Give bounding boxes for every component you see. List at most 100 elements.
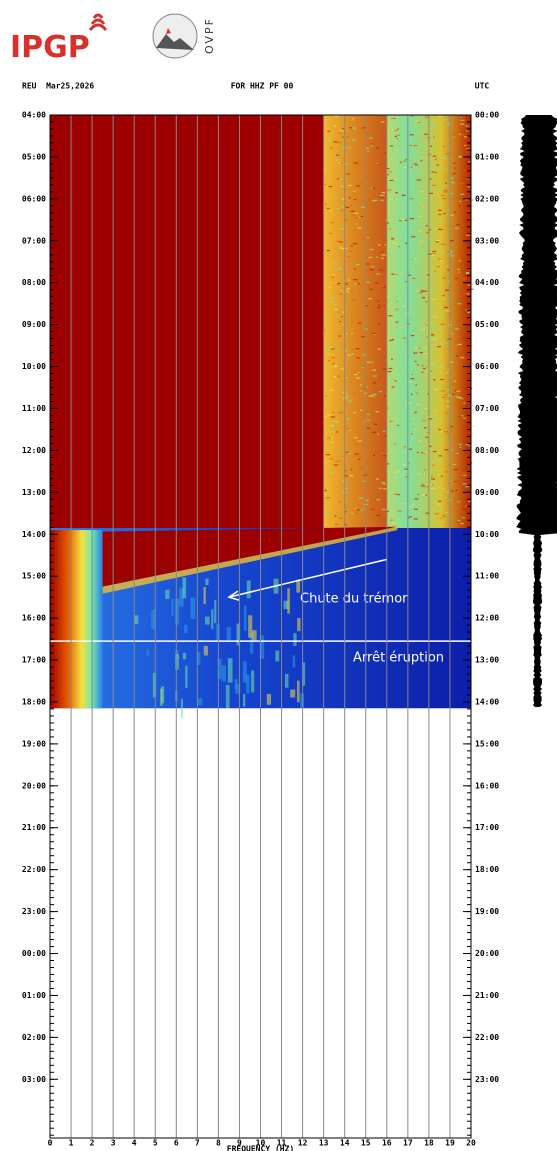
speckle: [182, 577, 187, 599]
speckle: [421, 205, 425, 208]
speckle: [459, 397, 464, 400]
speckle: [462, 508, 467, 510]
speckle: [442, 188, 445, 190]
speckle: [340, 368, 343, 370]
speckle: [435, 172, 437, 174]
speckle: [392, 447, 397, 449]
speckle: [373, 189, 377, 191]
speckle: [435, 345, 438, 347]
speckle: [425, 494, 428, 496]
speckle: [287, 588, 290, 614]
y-tick-label: 22:00: [22, 865, 46, 874]
speckle: [440, 499, 443, 501]
speckle: [437, 228, 442, 230]
annotation: Arrêt éruption: [353, 650, 444, 665]
speckle: [408, 516, 412, 518]
speckle: [440, 250, 445, 252]
speckle: [428, 448, 432, 450]
speckle: [352, 139, 356, 141]
speckle: [396, 165, 399, 167]
speckle: [339, 321, 341, 323]
speckle: [468, 259, 471, 261]
speckle: [436, 164, 439, 166]
y2-tick-label: 02:00: [475, 194, 499, 203]
speckle: [391, 129, 395, 131]
speckle: [442, 405, 446, 407]
speckle: [370, 508, 374, 510]
speckle: [356, 377, 360, 379]
speckle: [391, 223, 396, 225]
speckle: [337, 116, 341, 118]
speckle: [413, 428, 418, 431]
speckle: [390, 264, 394, 266]
speckle: [467, 269, 471, 271]
speckle: [425, 225, 428, 227]
speckle: [367, 236, 370, 238]
y-tick-label: 21:00: [22, 823, 46, 832]
speckle: [326, 353, 330, 355]
x-tick-label: 4: [132, 1139, 137, 1148]
speckle: [408, 259, 412, 261]
speckle: [328, 286, 332, 288]
speckle: [460, 522, 464, 525]
speckle: [412, 129, 417, 131]
speckle: [438, 455, 442, 457]
speckle: [434, 125, 437, 127]
speckle: [338, 412, 343, 414]
speckle: [459, 446, 462, 448]
speckle: [423, 469, 427, 471]
speckle: [457, 303, 462, 305]
speckle: [465, 309, 468, 311]
speckle: [389, 124, 393, 126]
speckle: [345, 377, 348, 379]
x-tick-label: 19: [445, 1139, 455, 1148]
speckle: [450, 255, 455, 257]
speckle: [343, 475, 349, 477]
speckle: [467, 210, 471, 212]
speckle: [357, 371, 360, 374]
speckle: [344, 283, 349, 285]
speckle: [290, 689, 296, 698]
speckle: [407, 411, 411, 413]
y2-tick-label: 23:00: [475, 1075, 499, 1084]
speckle: [420, 160, 423, 162]
speckle: [398, 165, 401, 167]
speckle: [431, 363, 434, 365]
speckle: [405, 242, 408, 244]
speckle: [429, 192, 434, 195]
speckle: [470, 205, 474, 207]
speckle: [387, 189, 392, 191]
speckle: [443, 306, 448, 309]
speckle: [355, 185, 361, 187]
speckle: [371, 266, 375, 268]
speckle: [376, 147, 379, 149]
speckle: [362, 354, 366, 356]
speckle: [346, 173, 350, 175]
speckle: [339, 246, 343, 248]
x-tick-label: 5: [153, 1139, 158, 1148]
speckle: [462, 483, 467, 485]
speckle: [359, 409, 363, 411]
y2-tick-label: 07:00: [475, 404, 499, 413]
speckle: [331, 133, 334, 135]
speckle: [456, 141, 461, 143]
speckle: [397, 134, 401, 136]
speckle: [429, 370, 433, 372]
speckle: [355, 348, 360, 350]
speckle: [393, 285, 396, 287]
speckle: [425, 486, 429, 488]
y2-tick-label: 08:00: [475, 446, 499, 455]
x-tick-label: 16: [382, 1139, 392, 1148]
speckle: [348, 147, 352, 149]
speckle: [441, 431, 443, 433]
speckle: [165, 589, 170, 600]
speckle: [356, 283, 360, 285]
speckle: [402, 297, 407, 299]
speckle: [442, 277, 447, 279]
speckle: [414, 164, 418, 166]
speckle: [457, 343, 462, 346]
speckle: [283, 600, 289, 610]
speckle: [447, 281, 451, 283]
speckle: [455, 399, 461, 401]
speckle: [361, 367, 364, 369]
